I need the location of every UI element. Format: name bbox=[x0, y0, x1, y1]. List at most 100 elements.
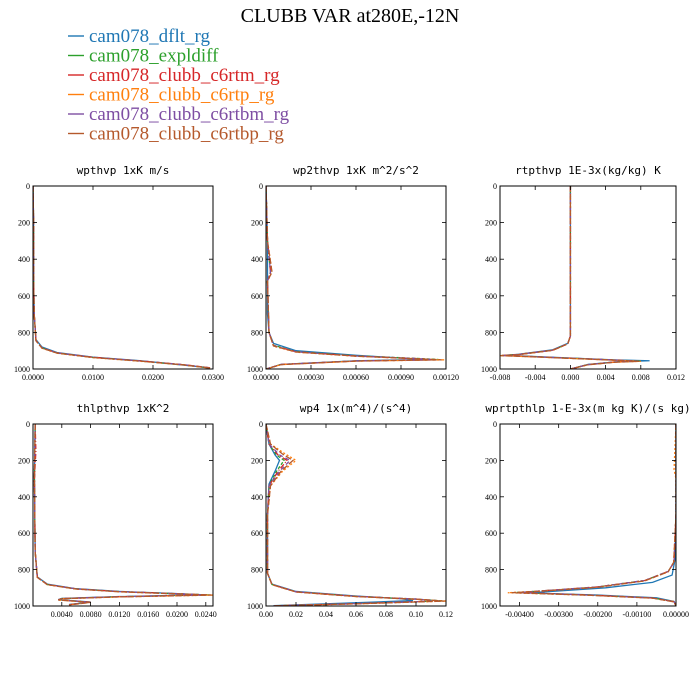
y-tick-label: 400 bbox=[485, 255, 497, 264]
plot-frame bbox=[32, 423, 214, 607]
plot-frame bbox=[499, 185, 677, 370]
y-tick-label: 200 bbox=[251, 456, 263, 465]
y-tick-label: 0 bbox=[493, 182, 497, 191]
y-tick-label: 400 bbox=[251, 493, 263, 502]
x-tick-label: 0.12 bbox=[439, 610, 453, 619]
legend-entry: cam078_clubb_c6rtbm_rg bbox=[89, 104, 290, 125]
y-tick-label: 600 bbox=[251, 529, 263, 538]
x-tick-label: 0.02 bbox=[289, 610, 303, 619]
legend-entry: cam078_clubb_c6rtp_rg bbox=[89, 85, 275, 106]
series-line bbox=[33, 424, 210, 606]
legend-entry: cam078_expldiff bbox=[89, 46, 219, 67]
y-tick-label: 400 bbox=[18, 255, 30, 264]
series-line bbox=[266, 424, 441, 606]
legend: cam078_dflt_rgcam078_expldiffcam078_club… bbox=[68, 26, 290, 145]
x-tick-label: -0.008 bbox=[490, 373, 511, 382]
x-tick-label: -0.00400 bbox=[505, 610, 534, 619]
series-line bbox=[500, 186, 640, 369]
series-group bbox=[33, 424, 213, 606]
y-tick-label: 0 bbox=[26, 182, 30, 191]
series-line bbox=[33, 186, 211, 369]
series-line bbox=[504, 186, 650, 369]
y-tick-label: 1000 bbox=[14, 365, 30, 374]
y-tick-label: 800 bbox=[485, 566, 497, 575]
x-tick-label: 0.0100 bbox=[82, 373, 104, 382]
legend-entry: cam078_clubb_c6rtm_rg bbox=[89, 65, 280, 86]
plot-frame bbox=[265, 423, 447, 607]
x-tick-label: 0.004 bbox=[597, 373, 615, 382]
series-line bbox=[502, 186, 637, 369]
y-tick-label: 600 bbox=[485, 292, 497, 301]
y-tick-label: 1000 bbox=[247, 602, 263, 611]
series-line bbox=[266, 186, 439, 369]
series-line bbox=[33, 424, 206, 606]
panel-title: wpthvp 1xK m/s bbox=[77, 164, 170, 177]
x-tick-label: 0.0000 bbox=[22, 373, 44, 382]
panel-title: rtpthvp 1E-3x(kg/kg) K bbox=[515, 164, 661, 177]
panel-title: wp2thvp 1xK m^2/s^2 bbox=[293, 164, 419, 177]
x-tick-label: 0.000 bbox=[561, 373, 579, 382]
legend-entry: cam078_dflt_rg bbox=[89, 26, 211, 47]
y-tick-label: 1000 bbox=[14, 602, 30, 611]
y-tick-label: 800 bbox=[485, 328, 497, 337]
series-group bbox=[500, 186, 650, 369]
y-tick-label: 600 bbox=[18, 529, 30, 538]
series-line bbox=[501, 186, 641, 369]
x-tick-label: 0.0200 bbox=[166, 610, 188, 619]
y-tick-label: 1000 bbox=[481, 602, 497, 611]
y-tick-label: 800 bbox=[18, 566, 30, 575]
y-tick-label: 0 bbox=[493, 420, 497, 429]
y-tick-label: 1000 bbox=[247, 365, 263, 374]
series-line bbox=[33, 424, 212, 606]
figure-title: CLUBB VAR at280E,-12N bbox=[241, 5, 460, 27]
y-tick-label: 200 bbox=[251, 219, 263, 228]
series-line bbox=[266, 424, 444, 606]
y-tick-label: 0 bbox=[26, 420, 30, 429]
x-tick-label: 0.00120 bbox=[433, 373, 459, 382]
x-tick-label: 0.0080 bbox=[80, 610, 102, 619]
y-tick-label: 400 bbox=[485, 493, 497, 502]
series-line bbox=[511, 424, 676, 606]
y-tick-label: 600 bbox=[251, 292, 263, 301]
panel-title: wp4 1x(m^4)/(s^4) bbox=[300, 402, 413, 415]
series-line bbox=[527, 424, 676, 606]
series-line bbox=[515, 424, 676, 606]
plot-frame bbox=[499, 423, 677, 607]
y-tick-label: 800 bbox=[251, 328, 263, 337]
y-tick-label: 200 bbox=[18, 456, 30, 465]
plot-frame bbox=[265, 185, 447, 370]
x-tick-label: 0.00060 bbox=[343, 373, 369, 382]
x-tick-label: 0.10 bbox=[409, 610, 423, 619]
y-tick-label: 0 bbox=[259, 182, 263, 191]
series-group bbox=[266, 424, 446, 606]
series-line bbox=[33, 424, 203, 606]
x-tick-label: 0.0120 bbox=[108, 610, 130, 619]
chart-panel: wp2thvp 1xK m^2/s^2 0 200 400 600 800 1000 0.00… bbox=[247, 164, 459, 382]
x-tick-label: 0.0160 bbox=[137, 610, 159, 619]
series-line bbox=[33, 186, 211, 369]
chart-panel: rtpthvp 1E-3x(kg/kg) K02004006008001000-… bbox=[481, 164, 685, 382]
y-tick-label: 200 bbox=[485, 456, 497, 465]
series-line bbox=[33, 186, 208, 369]
y-tick-label: 600 bbox=[18, 292, 30, 301]
y-tick-label: 800 bbox=[251, 566, 263, 575]
panel-title: thlpthvp 1xK^2 bbox=[77, 402, 170, 415]
series-group bbox=[266, 186, 445, 369]
x-tick-label: 0.0200 bbox=[142, 373, 164, 382]
series-line bbox=[33, 186, 212, 369]
series-line bbox=[266, 186, 442, 369]
x-tick-label: -0.00100 bbox=[623, 610, 652, 619]
series-line bbox=[33, 424, 213, 606]
panel-title: wprtpthlp 1-E-3x(m kg K)/(s kg) bbox=[485, 402, 690, 415]
chart-panel: wprtpthlp 1-E-3x(m kg K)/(s kg) 0 200 400 60… bbox=[481, 402, 691, 619]
y-tick-label: 400 bbox=[18, 493, 30, 502]
series-line bbox=[266, 424, 445, 606]
y-tick-label: 0 bbox=[259, 420, 263, 429]
y-tick-label: 800 bbox=[18, 328, 30, 337]
series-line bbox=[33, 186, 211, 369]
y-tick-label: 400 bbox=[251, 255, 263, 264]
